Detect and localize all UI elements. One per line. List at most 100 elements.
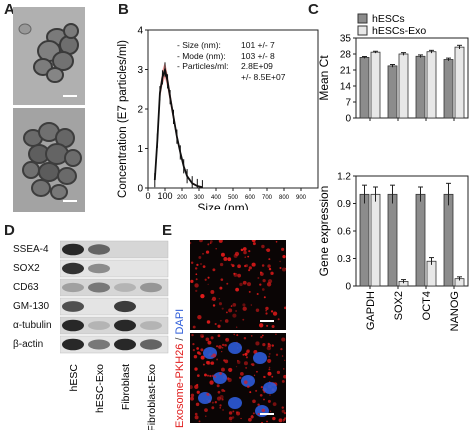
pkh26-signal [266, 420, 268, 423]
pkh26-signal [212, 353, 217, 358]
pkh26-signal [226, 377, 230, 380]
ct-y-tick-label: 28 [340, 50, 352, 61]
pkh26-signal [196, 347, 199, 350]
pkh26-signal [263, 296, 266, 299]
pkh26-signal [261, 408, 266, 413]
pkh26-signal [220, 278, 224, 281]
pkh26-signal [281, 406, 285, 409]
ct-bar [370, 51, 381, 119]
pkh26-signal [255, 389, 258, 392]
panel-label-d: D [4, 222, 15, 239]
pkh26-signal [200, 293, 205, 299]
pkh26-signal [252, 399, 256, 404]
category-label: NANOG [449, 291, 461, 331]
pkh26-signal [228, 367, 233, 373]
nta-y-tick-label: 2 [137, 105, 143, 116]
pkh26-signal [207, 243, 210, 246]
pkh26-signal [196, 383, 199, 387]
pkh26-signal [248, 290, 251, 293]
pkh26-signal [265, 312, 268, 315]
dapi-nucleus [213, 372, 227, 384]
pkh26-signal [252, 412, 255, 415]
pkh26-signal [246, 385, 250, 389]
pkh26-signal [237, 359, 239, 362]
pkh26-signal [230, 420, 232, 422]
pkh26-label: Exosome-PKH26 [174, 344, 186, 428]
pkh26-signal [204, 408, 208, 412]
pkh26-signal [212, 268, 216, 272]
pkh26-signal [244, 256, 247, 258]
nta-stat-label [177, 72, 241, 83]
pkh26-signal [233, 333, 236, 336]
pkh26-signal [218, 297, 221, 300]
ge-bar [426, 260, 437, 287]
blot-strip [60, 259, 169, 278]
blot-band [114, 283, 136, 292]
pkh26-signal [253, 374, 256, 377]
pkh26-signal [282, 420, 285, 423]
pkh26-signal [201, 335, 204, 338]
ge-bar [370, 193, 381, 287]
nta-x-tick-label: 400 [211, 195, 222, 201]
nta-stat-row: +/- 8.5E+07 [177, 72, 285, 83]
pkh26-signal [192, 349, 196, 352]
pkh26-signal [195, 402, 200, 407]
pkh26-signal [244, 352, 248, 356]
pkh26-signal [243, 336, 247, 340]
pkh26-signal [281, 355, 284, 357]
pkh26-signal [190, 261, 194, 264]
pkh26-signal [267, 399, 271, 403]
nta-x-tick-label: 500 [228, 195, 239, 201]
panel-label-a: A [4, 1, 15, 18]
pkh26-signal [251, 240, 256, 243]
pkh26-signal [211, 406, 215, 410]
blot-band [140, 339, 162, 350]
pkh26-signal [205, 360, 210, 365]
pkh26-signal [232, 410, 235, 413]
blot-band [114, 319, 136, 332]
pkh26-signal [283, 412, 286, 415]
pkh26-signal [198, 420, 201, 423]
pkh26-signal [279, 267, 282, 270]
nta-y-tick-label: 0 [137, 184, 143, 195]
ge-y-tick-label: 0.6 [337, 227, 351, 238]
pkh26-signal [205, 250, 210, 254]
scale-bar-bottom [63, 200, 77, 202]
nta-x-tick-label: 100 [157, 191, 172, 201]
pkh26-signal [271, 375, 274, 378]
pkh26-signal [242, 247, 247, 251]
pkh26-signal [272, 402, 277, 407]
blot-band [140, 321, 162, 330]
pkh26-signal [213, 375, 217, 378]
nta-x-tick-label: 200 [177, 195, 188, 201]
pkh26-signal [252, 242, 256, 246]
ge-bar [415, 193, 426, 287]
pkh26-signal [219, 372, 223, 375]
pkh26-signal [208, 394, 210, 396]
pkh26-signal [248, 266, 252, 270]
blot-band [114, 300, 136, 313]
pkh26-signal [242, 353, 245, 356]
pkh26-signal [202, 253, 204, 255]
pkh26-signal [265, 310, 267, 312]
pkh26-signal [282, 254, 286, 259]
pkh26-signal [248, 417, 252, 422]
pkh26-signal [228, 416, 233, 421]
pkh26-signal [209, 240, 213, 243]
pkh26-signal [239, 282, 243, 287]
nta-stat-row: - Size (nm): 101 +/- 7 [177, 40, 285, 51]
nta-chart: 0 1 2 3 4 0 100 200 300 400 500 600 700 800 900 Size (n… [117, 26, 319, 210]
pkh26-signal [261, 244, 265, 249]
pkh26-signal [259, 272, 264, 276]
pkh26-signal [197, 315, 202, 320]
pkh26-signal [261, 421, 263, 423]
blot-column-label: Fibroblast-Exo [146, 364, 158, 430]
pkh26-signal [265, 306, 269, 311]
nta-y-axis-label: Concentration (E7 particles/ml) [117, 40, 129, 198]
blot-column-labels: hESC hESC-Exo Fibroblast Fibroblast-Exo [68, 364, 158, 430]
pkh26-signal [230, 263, 233, 266]
pkh26-signal [219, 404, 222, 407]
pkh26-signal [190, 241, 192, 245]
pkh26-signal [196, 263, 199, 267]
